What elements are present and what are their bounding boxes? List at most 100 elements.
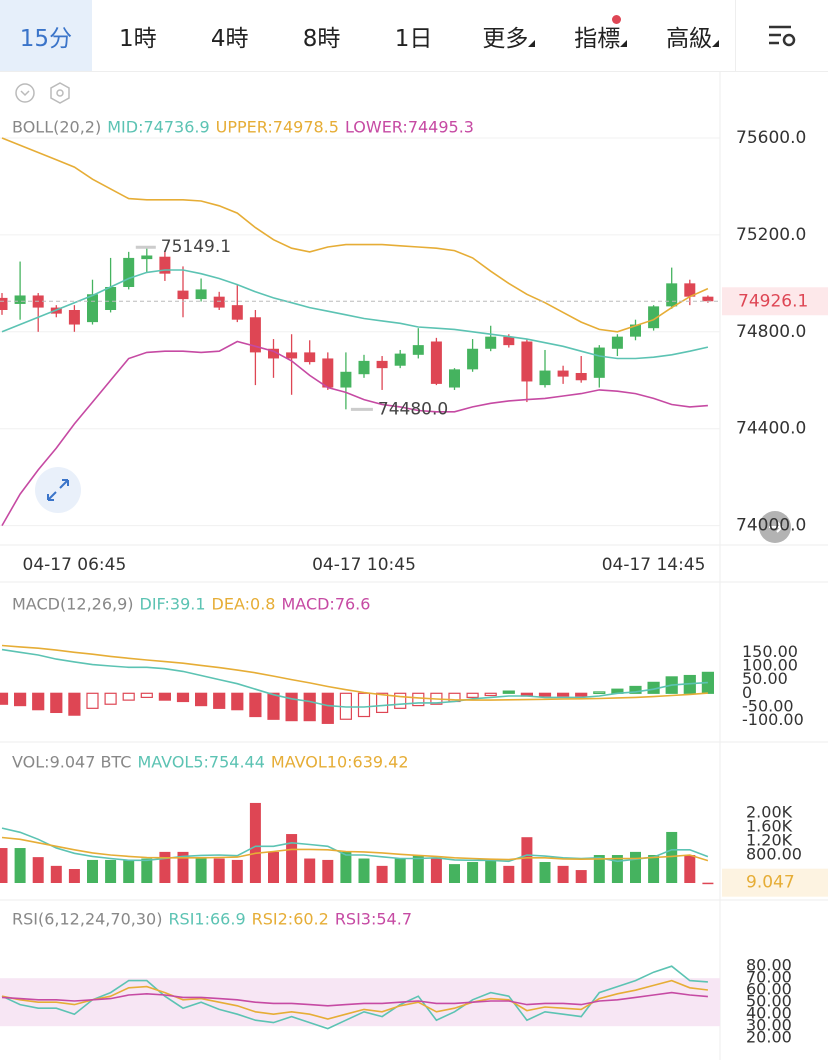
y-tick-label: 70.00: [746, 968, 792, 987]
candle-body: [449, 369, 460, 388]
x-tick-label: 04-17 14:45: [602, 555, 706, 575]
volume-bar: [430, 858, 442, 883]
volume-bar: [14, 848, 26, 883]
tab[interactable]: 更多: [459, 0, 551, 71]
volume-bar: [322, 859, 334, 883]
macd-bar: [357, 692, 371, 718]
y-tick-label: 150.00: [742, 642, 798, 661]
macd-bar: [122, 692, 135, 701]
scroll-button[interactable]: [759, 511, 791, 543]
last-price-box: [722, 287, 828, 316]
volume-bar: [358, 858, 370, 883]
macd-bar: [502, 690, 515, 694]
hide-icon[interactable]: [15, 83, 35, 103]
y-tick-label: -100.00: [742, 710, 804, 729]
x-tick-label: 04-17 06:45: [23, 555, 127, 575]
settings-icon[interactable]: [50, 82, 70, 104]
candle-body: [286, 352, 298, 359]
y-tick-label: 80.00: [746, 956, 792, 975]
series-line: [1, 340, 708, 526]
candle-body: [376, 360, 388, 369]
candle-body: [177, 290, 189, 300]
series-line: [1, 836, 709, 862]
toolbar: 15分 1時 4時 8時 1日 更多 指標 高級: [0, 0, 828, 72]
macd-bar: [249, 692, 262, 718]
candle-body: [593, 347, 605, 378]
candle-body: [611, 336, 623, 349]
y-tick-label: 74000.0: [736, 516, 806, 536]
tab[interactable]: 4時: [210, 25, 249, 52]
candle-body: [539, 370, 551, 386]
tab[interactable]: 高級: [643, 0, 735, 71]
y-tick-label: 50.00: [742, 669, 788, 688]
volume-bar: [593, 855, 605, 883]
macd-bar: [104, 692, 117, 705]
macd-bar: [86, 692, 99, 709]
series-line: [1, 137, 709, 333]
candle-body: [322, 358, 334, 388]
settings-button[interactable]: [735, 0, 828, 71]
macd-bar: [0, 692, 9, 705]
candle-body: [213, 296, 225, 308]
volume-bar: [503, 865, 515, 883]
legend-entry: LOWER:74495.3: [345, 118, 474, 137]
candle-body: [503, 336, 515, 346]
panel-title: MACD(12,26,9): [12, 595, 134, 614]
tab[interactable]: 8時: [302, 25, 341, 52]
series-line: [1, 269, 709, 360]
candle-body: [0, 297, 8, 310]
fullscreen-button[interactable]: [35, 467, 81, 513]
candle-body: [340, 371, 352, 388]
volume-bar: [630, 851, 641, 883]
y-tick-label: 60.00: [746, 980, 792, 999]
candle-body: [268, 348, 279, 359]
candle-body: [575, 372, 587, 381]
volume-bar: [376, 865, 388, 883]
candle-body: [684, 283, 696, 297]
series-line: [1, 979, 708, 1020]
y-tick-label: 0: [742, 683, 752, 702]
y-tick-label: -50.00: [742, 696, 794, 715]
settings-icon: [769, 25, 796, 46]
candle-body: [14, 295, 26, 304]
legend-entry: UPPER:74978.5: [216, 118, 339, 137]
max-label: 75149.1: [161, 237, 231, 257]
macd-bar: [195, 692, 208, 707]
volume-bar: [50, 865, 62, 883]
y-tick-label: 40.00: [746, 1004, 792, 1023]
candle-body: [249, 317, 261, 353]
volume-bar: [521, 837, 533, 883]
volume-bar: [105, 859, 117, 883]
y-tick-label: 75200.0: [736, 225, 806, 245]
candle-body: [68, 310, 80, 325]
legend-entry: DEA:0.8: [212, 595, 276, 614]
macd-bar: [158, 692, 171, 701]
volume-bar: [231, 859, 243, 883]
y-tick-label: 74800.0: [736, 322, 806, 342]
series-line: [1, 648, 708, 708]
tab[interactable]: 1時: [119, 25, 157, 52]
candle-body: [304, 352, 316, 363]
macd-bar: [303, 692, 316, 722]
y-tick-label: 20.00: [746, 1028, 792, 1047]
candle-body: [430, 341, 442, 384]
volume-bar: [467, 862, 479, 883]
volume-bar: [177, 851, 189, 883]
y-tick-label: 100.00: [742, 655, 798, 674]
tab[interactable]: 指標: [551, 0, 643, 71]
tab[interactable]: 15分: [0, 0, 92, 71]
legend-entry: MACD:76.6: [281, 595, 370, 614]
tab[interactable]: 1日: [394, 25, 433, 52]
candle-body: [231, 305, 243, 320]
candle-body: [141, 255, 153, 260]
volume-bar: [539, 862, 551, 883]
y-tick-label: 1.60K: [746, 817, 793, 836]
candle-body: [412, 345, 424, 355]
volume-bar: [32, 857, 44, 883]
macd-bar: [321, 692, 334, 724]
volume-bar: [286, 834, 298, 883]
candle-body: [521, 341, 533, 382]
volume-bar: [648, 855, 660, 883]
y-tick-label: 800.00: [746, 845, 802, 864]
